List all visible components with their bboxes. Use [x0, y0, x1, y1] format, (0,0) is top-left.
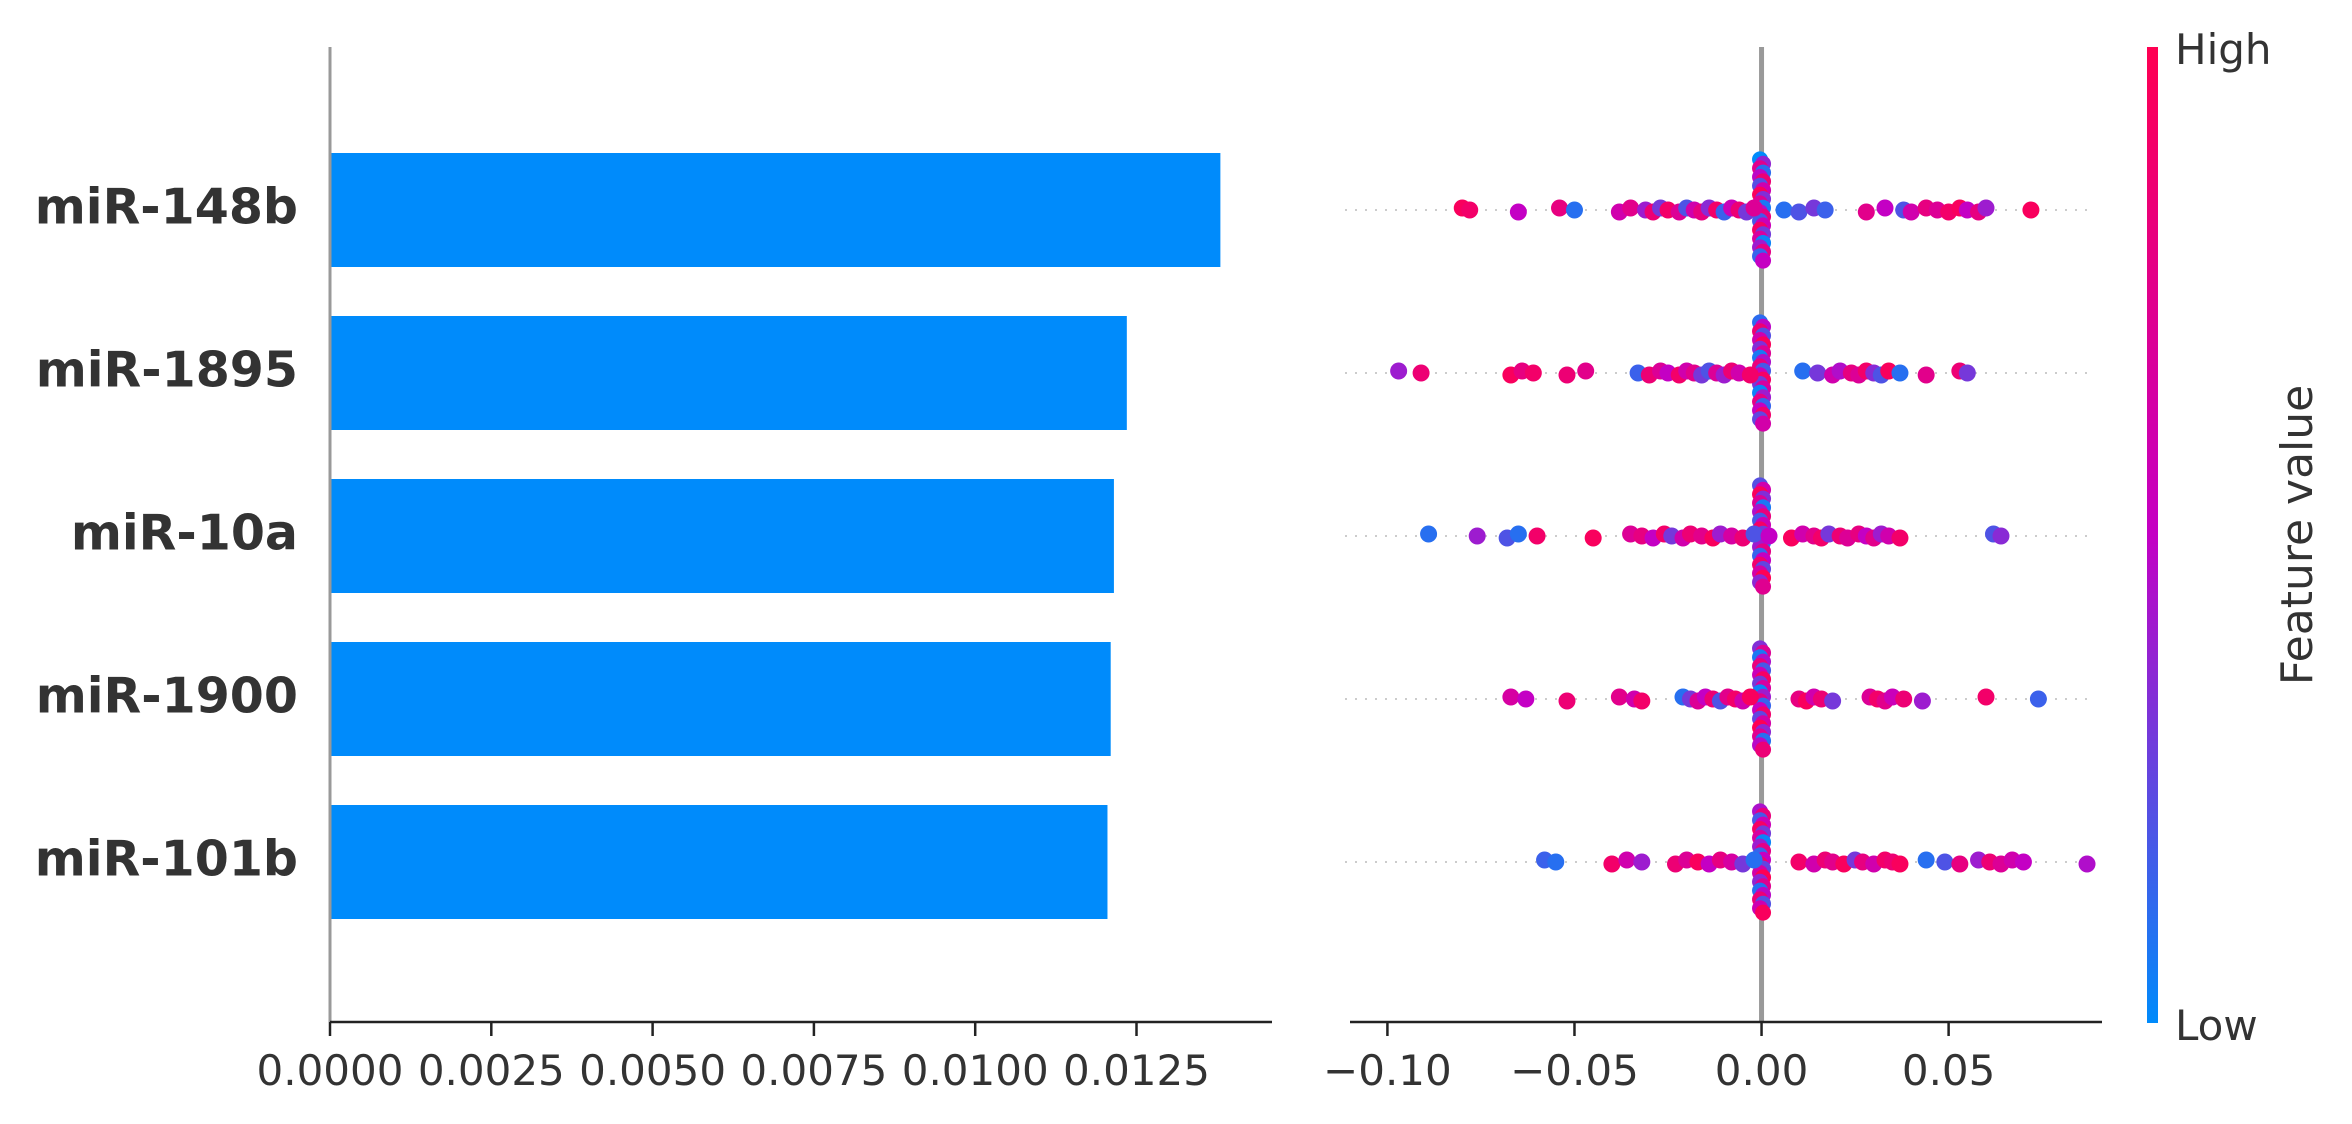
swarm-point [1790, 203, 1808, 221]
swarm-point [1745, 851, 1763, 869]
swarm-point [1913, 692, 1931, 710]
swarm-point [1816, 201, 1834, 219]
swarm-points-group [1390, 151, 2096, 921]
swarm-point-zero [1755, 252, 1772, 269]
swarm-point [1558, 366, 1576, 384]
bar-miR-1895 [330, 316, 1127, 430]
colorbar-low-label: Low [2175, 1001, 2258, 1050]
swarm-point [1790, 853, 1808, 871]
swarm-point [1610, 688, 1628, 706]
swarm-point-zero [1755, 741, 1772, 758]
swarm-point [1895, 690, 1913, 708]
swarm-x-tick-label: 0.05 [1902, 1046, 1996, 1095]
swarm-point-zero [1755, 904, 1772, 921]
colorbar: High Low Feature value [2147, 25, 2323, 1050]
bar-x-tick-label: 0.0125 [1063, 1046, 1210, 1095]
swarm-point [1618, 851, 1636, 869]
bar-miR-148b [330, 153, 1221, 267]
bar-chart: miR-148bmiR-1895miR-10amiR-1900miR-101b … [35, 47, 1272, 1095]
swarm-point [1528, 527, 1546, 545]
swarm-point [1857, 203, 1875, 221]
swarm-point [1977, 688, 1995, 706]
swarm-point [1775, 201, 1793, 219]
swarm-point [1917, 851, 1935, 869]
bar-x-tick-label: 0.0000 [257, 1046, 404, 1095]
swarm-x-tick-label: 0.00 [1715, 1046, 1809, 1095]
swarm-point [1745, 525, 1763, 543]
swarm-point [1524, 364, 1542, 382]
swarm-point [1468, 527, 1486, 545]
swarm-point-zero [1755, 415, 1772, 432]
bar-miR-10a [330, 479, 1114, 593]
swarm-point [1992, 527, 2010, 545]
feature-label: miR-1900 [36, 668, 298, 725]
swarm-point [1876, 199, 1894, 217]
swarm-point [1633, 692, 1651, 710]
swarm-point [2022, 201, 2040, 219]
swarm-point [2029, 690, 2047, 708]
bar-miR-101b [330, 805, 1108, 919]
swarm-point [1741, 688, 1759, 706]
bar-x-tick-label: 0.0075 [740, 1046, 887, 1095]
bar-miR-1900 [330, 642, 1111, 756]
swarm-point [1917, 366, 1935, 384]
swarm-point [1603, 855, 1621, 873]
feature-label: miR-101b [35, 831, 298, 888]
swarm-point [1951, 855, 1969, 873]
bars-group [330, 153, 1221, 919]
bar-x-ticks-group: 0.0000 0.0025 0.0050 0.0075 0.0100 0.0125 [257, 1022, 1210, 1095]
swarm-point [1412, 364, 1430, 382]
swarm-point [1902, 203, 1920, 221]
swarm-point [1891, 364, 1909, 382]
swarm-point [1517, 690, 1535, 708]
feature-labels-group: miR-148b miR-1895 miR-10a miR-1900 miR-101b [35, 179, 298, 888]
feature-label: miR-148b [35, 179, 298, 236]
swarm-point [1565, 201, 1583, 219]
swarm-point [1420, 525, 1438, 543]
swarm-point [1809, 364, 1827, 382]
swarm-point [1891, 529, 1909, 547]
swarm-point [1509, 203, 1527, 221]
swarm-point [1891, 855, 1909, 873]
swarm-point [1502, 688, 1520, 706]
colorbar-gradient [2147, 47, 2158, 1023]
swarm-point [1977, 199, 1995, 217]
swarm-point [1547, 853, 1565, 871]
swarm-point [1794, 362, 1812, 380]
beeswarm-chart: −0.10 −0.05 0.00 0.05 [1323, 47, 2102, 1095]
feature-label: miR-10a [71, 505, 298, 562]
swarm-point [1633, 853, 1651, 871]
swarm-point [1461, 201, 1479, 219]
bar-x-tick-label: 0.0100 [902, 1046, 1049, 1095]
swarm-point [1558, 692, 1576, 710]
swarm-x-tick-label: −0.05 [1510, 1046, 1639, 1095]
swarm-point [1760, 527, 1778, 545]
swarm-point [1509, 525, 1527, 543]
swarm-point [2078, 855, 2096, 873]
colorbar-title: Feature value [2272, 385, 2323, 685]
swarm-point [1936, 853, 1954, 871]
feature-label: miR-1895 [36, 342, 298, 399]
swarm-point [2014, 853, 2032, 871]
bar-x-tick-label: 0.0050 [579, 1046, 726, 1095]
swarm-point-zero [1755, 578, 1772, 595]
colorbar-high-label: High [2175, 25, 2272, 74]
swarm-point [1584, 529, 1602, 547]
swarm-point [1958, 364, 1976, 382]
swarm-point [1745, 199, 1763, 217]
swarm-point [1577, 362, 1595, 380]
swarm-x-tick-label: −0.10 [1323, 1046, 1452, 1095]
swarm-point [1622, 199, 1640, 217]
swarm-point [1824, 692, 1842, 710]
swarm-point [1551, 199, 1569, 217]
swarm-x-ticks-group: −0.10 −0.05 0.00 0.05 [1323, 1022, 1995, 1095]
swarm-point [1390, 362, 1408, 380]
bar-x-tick-label: 0.0025 [418, 1046, 565, 1095]
swarm-point [1741, 366, 1759, 384]
